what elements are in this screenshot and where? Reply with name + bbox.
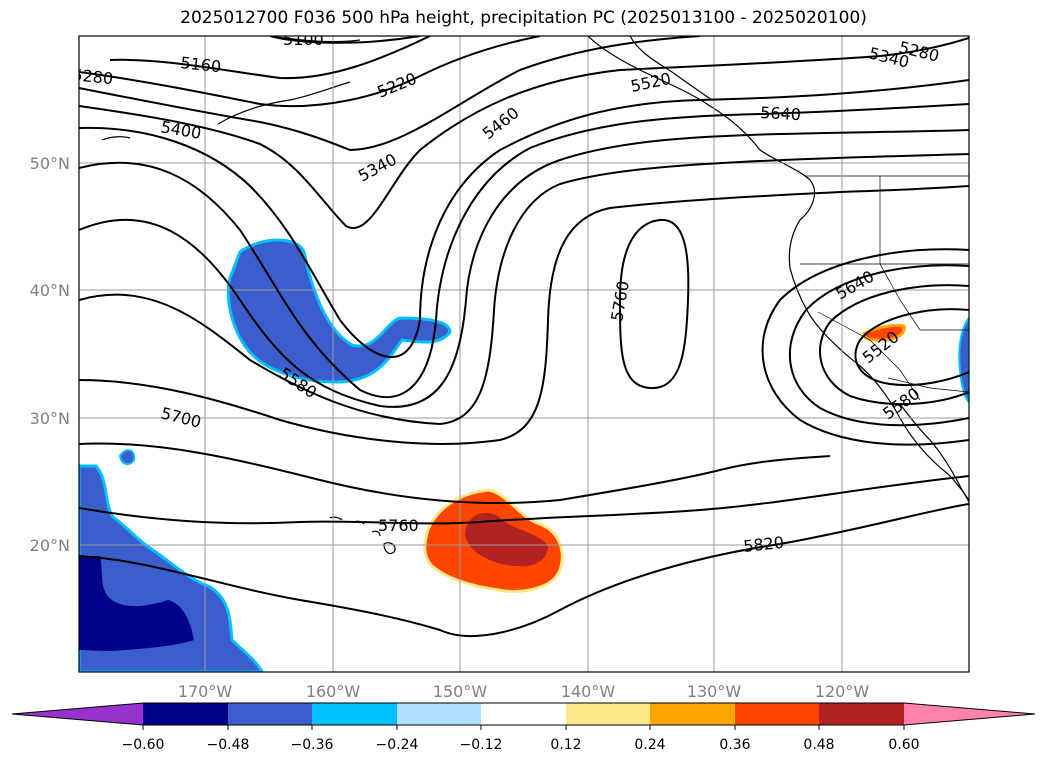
colorbar-segment	[650, 703, 735, 725]
colorbar-tick-label: −0.48	[207, 737, 250, 753]
longitude-labels: 170°W 160°W 150°W 140°W 130°W 120°W	[178, 682, 870, 701]
contour-5580	[79, 153, 969, 426]
contour-label: 5640	[760, 103, 802, 124]
lat-tick-label: 20°N	[30, 536, 70, 555]
contour-low-inner	[818, 284, 969, 406]
lat-tick-label: 30°N	[30, 409, 70, 428]
contour-low-core	[854, 308, 969, 387]
precip-shading	[79, 238, 969, 672]
lon-tick-label: 170°W	[178, 682, 233, 701]
contour-5460	[79, 103, 969, 399]
contour-5760	[79, 475, 969, 525]
colorbar-segment	[312, 703, 397, 725]
lon-tick-label: 120°W	[815, 682, 870, 701]
contour-low-outer	[761, 248, 969, 446]
gridlines	[79, 36, 969, 672]
north-america-coast	[587, 36, 969, 501]
contour-low-middle	[788, 264, 969, 427]
contour-label: 5100	[283, 30, 324, 49]
contour-5340	[79, 37, 969, 230]
latitude-labels: 50°N 40°N 30°N 20°N	[30, 154, 70, 555]
map-title: 2025012700 F036 500 hPa height, precipit…	[180, 8, 867, 28]
colorbar-tick-label: 0.60	[888, 737, 919, 753]
negative-precip-area-east	[958, 316, 969, 404]
us-mexico-border	[887, 377, 969, 393]
colorbar: −0.60 −0.48 −0.36 −0.24 −0.12 0.12 0.24 …	[11, 702, 1036, 753]
map-area: 5100 5160 5220 5280 5280 5340 5400 5460 …	[72, 30, 969, 672]
colorbar-tick-label: 0.24	[634, 737, 665, 753]
colorbar-segment	[481, 703, 566, 725]
contour-label: 5160	[180, 53, 222, 76]
colorbar-segment	[228, 703, 312, 725]
negative-precip-core-southwest	[79, 556, 194, 651]
negative-precip-area-north	[226, 238, 452, 384]
colorbar-tick-label: −0.60	[122, 737, 165, 753]
lat-tick-label: 40°N	[30, 281, 70, 300]
colorbar-segment	[566, 703, 650, 725]
contour-label: 5820	[742, 533, 784, 556]
colorbar-tick-label: −0.36	[291, 737, 334, 753]
colorbar-tick-label: −0.24	[376, 737, 419, 753]
contour-5520	[79, 129, 969, 408]
lon-tick-label: 150°W	[433, 682, 488, 701]
lon-tick-label: 160°W	[306, 682, 361, 701]
negative-precip-spot	[118, 449, 136, 466]
lon-tick-label: 140°W	[561, 682, 616, 701]
contour-5100	[269, 36, 421, 44]
contour-5400	[79, 79, 969, 359]
colorbar-under-arrow	[12, 703, 143, 725]
colorbar-segment	[143, 703, 228, 725]
contour-5820	[79, 503, 969, 637]
contour-label: 5760	[378, 516, 419, 535]
colorbar-tick-label: 0.36	[719, 737, 750, 753]
contour-5220	[79, 36, 541, 108]
map-frame	[78, 35, 970, 673]
height-contours	[79, 36, 969, 637]
colorbar-segment	[735, 703, 819, 725]
colorbar-segment	[819, 703, 904, 725]
contour-5700	[79, 442, 831, 505]
contour-5640	[79, 185, 969, 445]
contour-5280	[79, 36, 701, 152]
contour-5760-high	[618, 218, 690, 390]
contour-label: 5280	[72, 65, 114, 88]
colorbar-tick-label: −0.12	[460, 737, 503, 753]
lon-tick-label: 130°W	[687, 682, 742, 701]
colorbar-over-arrow	[904, 703, 1035, 725]
colorbar-segment	[397, 703, 481, 725]
positive-precip-core	[465, 512, 548, 567]
lat-tick-label: 50°N	[30, 154, 70, 173]
aleutian-islands	[101, 81, 351, 141]
contour-5160	[109, 36, 431, 80]
colorbar-tick-label: 0.48	[803, 737, 834, 753]
colorbar-tick-label: 0.12	[550, 737, 581, 753]
